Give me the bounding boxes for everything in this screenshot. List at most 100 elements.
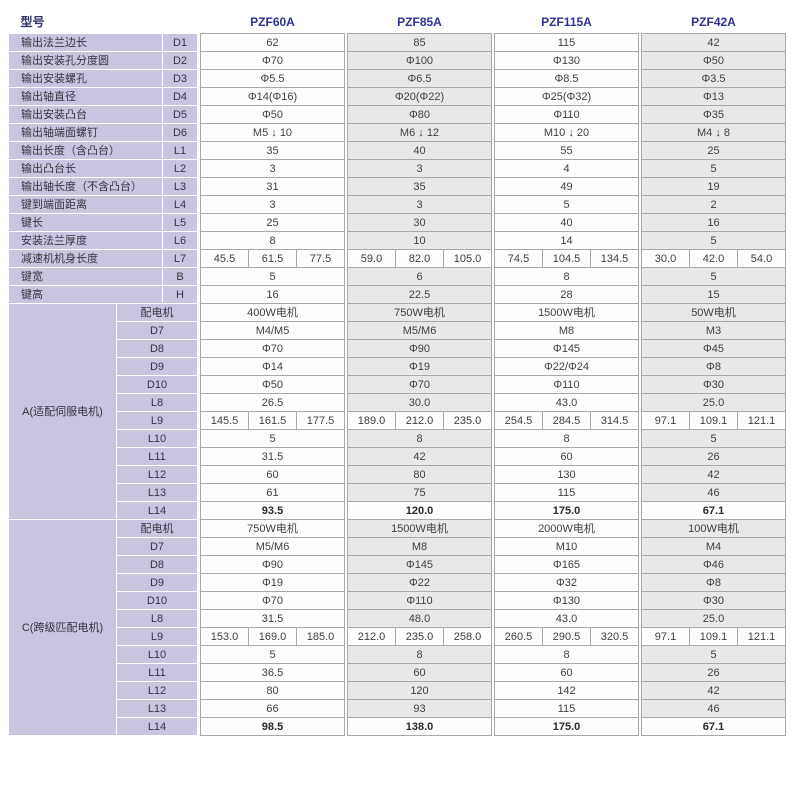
column-gap [197, 699, 201, 718]
spec-value-cell: 60 [200, 465, 345, 484]
column-gap [197, 663, 201, 682]
spec-row: D9 Φ14 Φ19 Φ22/Φ24 Φ8 [9, 357, 786, 376]
row-label: 输出轴长度（不含凸台） [8, 177, 163, 196]
row-label: 输出法兰边长 [8, 33, 163, 52]
column-gap [491, 10, 495, 34]
spec-value-cell: 130 [494, 465, 639, 484]
spec-value-cell: 400W电机 [200, 303, 345, 322]
model-header-pzf85a: PZF85A [347, 10, 492, 34]
spec-row: 输出轴直径 D4 Φ14(Φ16) Φ20(Φ22) Φ25(Φ32) Φ13 [8, 87, 786, 106]
column-gap [491, 69, 495, 88]
row-label: 键到端面距离 [8, 195, 163, 214]
spec-value-cell: 25 [641, 141, 786, 160]
spec-value-cell: M4 ↓ 8 [641, 123, 786, 142]
spec-value-cell: Φ80 [347, 105, 492, 124]
spec-row: L13 61 75 115 46 [9, 483, 786, 502]
spec-value-cell: Φ30 [641, 591, 786, 610]
column-gap [344, 627, 348, 646]
spec-value-cell: Φ130 [494, 591, 639, 610]
spec-subvalue-cell: 177.5 [296, 411, 345, 430]
spec-subvalue-cell: 82.0 [395, 249, 444, 268]
column-gap [197, 69, 201, 88]
spec-value-cell: M8 [494, 321, 639, 340]
spec-value-cell: 66 [200, 699, 345, 718]
column-gap [491, 339, 495, 358]
spec-subvalue-cell: 235.0 [395, 627, 444, 646]
spec-value-cell: 25 [200, 213, 345, 232]
spec-value-cell: M5 ↓ 10 [200, 123, 345, 142]
spec-value-cell: Φ50 [200, 375, 345, 394]
spec-row: L8 31.5 48.0 43.0 25.0 [9, 609, 786, 628]
spec-value-cell: 15 [641, 285, 786, 304]
spec-row: L12 80 120 142 42 [9, 681, 786, 700]
column-gap [197, 411, 201, 430]
column-gap [197, 213, 201, 232]
column-gap [491, 555, 495, 574]
spec-subvalue-cell: 97.1 [641, 627, 690, 646]
row-code: D7 [116, 537, 198, 556]
spec-value-cell: 10 [347, 231, 492, 250]
column-gap [491, 375, 495, 394]
spec-value-cell: Φ14(Φ16) [200, 87, 345, 106]
spec-value-cell: Φ13 [641, 87, 786, 106]
column-gap [344, 411, 348, 430]
spec-subvalue-cell: 109.1 [689, 411, 738, 430]
column-gap [638, 33, 642, 52]
column-gap [197, 195, 201, 214]
spec-value-cell: Φ19 [347, 357, 492, 376]
spec-value-cell: 28 [494, 285, 639, 304]
spec-row: L13 66 93 115 46 [9, 699, 786, 718]
spec-value-cell: 35 [200, 141, 345, 160]
spec-subvalue-cell: 59.0 [347, 249, 396, 268]
column-gap [491, 717, 495, 736]
spec-row: L8 26.5 30.0 43.0 25.0 [9, 393, 786, 412]
spec-value-cell: Φ70 [347, 375, 492, 394]
spec-value-cell: Φ70 [200, 591, 345, 610]
column-gap [638, 267, 642, 286]
row-code: 配电机 [116, 519, 198, 538]
spec-row: D10 Φ70 Φ110 Φ130 Φ30 [9, 591, 786, 610]
spec-sheet-page: 型号 PZF60A PZF85A PZF115A PZF42A 输出法兰边长 D1 62 85 1… [8, 10, 786, 736]
spec-subvalue-cell: 61.5 [248, 249, 297, 268]
column-gap [344, 465, 348, 484]
column-gap [344, 249, 348, 268]
spec-row: 键长 L5 25 30 40 16 [8, 213, 786, 232]
column-gap [197, 429, 201, 448]
spec-row: 输出凸台长 L2 3 3 4 5 [8, 159, 786, 178]
spec-value-cell: M10 ↓ 20 [494, 123, 639, 142]
spec-value-cell: 31 [200, 177, 345, 196]
spec-value-cell: 85 [347, 33, 492, 52]
column-gap [638, 447, 642, 466]
spec-value-cell: 36.5 [200, 663, 345, 682]
spec-value-cell: 142 [494, 681, 639, 700]
spec-value-cell: 19 [641, 177, 786, 196]
spec-value-cell: 16 [200, 285, 345, 304]
row-code: D8 [116, 555, 198, 574]
column-gap [491, 573, 495, 592]
column-gap [638, 537, 642, 556]
row-label: 键高 [8, 285, 163, 304]
spec-value-cell: 3 [200, 195, 345, 214]
spec-value-cell: 42 [347, 447, 492, 466]
spec-row: 减速机机身长度 L7 45.5 61.5 77.5 59.0 82.0 105.0 74.5 10… [8, 249, 786, 268]
column-gap [197, 51, 201, 70]
spec-value-cell: 48.0 [347, 609, 492, 628]
spec-value-cell: Φ100 [347, 51, 492, 70]
spec-value-cell: Φ8 [641, 573, 786, 592]
column-gap [197, 321, 201, 340]
spec-value-cell: 40 [347, 141, 492, 160]
column-gap [197, 105, 201, 124]
column-gap [491, 663, 495, 682]
spec-value-cell: 1500W电机 [494, 303, 639, 322]
spec-value-cell: Φ70 [200, 51, 345, 70]
row-code: L12 [116, 681, 198, 700]
column-gap [491, 123, 495, 142]
model-header-pzf42a: PZF42A [641, 10, 786, 34]
column-gap [197, 393, 201, 412]
row-code: L8 [116, 609, 198, 628]
column-gap [197, 573, 201, 592]
spec-subvalue-cell: 189.0 [347, 411, 396, 430]
column-gap [491, 411, 495, 430]
column-gap [638, 69, 642, 88]
spec-value-cell: 62 [200, 33, 345, 52]
